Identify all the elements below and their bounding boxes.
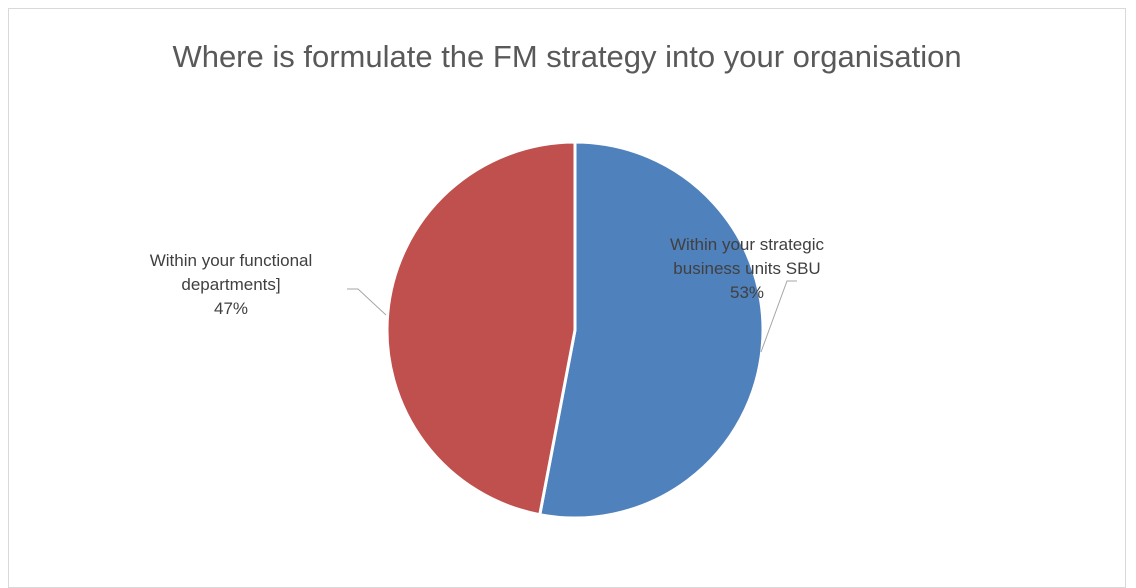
data-label-category-line: business units SBU	[673, 259, 820, 278]
pie-slice-2	[385, 140, 577, 517]
data-label-category-line: Within your functional	[150, 251, 313, 270]
chart-title: Where is formulate the FM strategy into …	[172, 39, 962, 74]
chart-area: Where is formulate the FM strategy into …	[8, 8, 1126, 588]
pie-chart: Within your strategic business units SBU 5…	[150, 140, 824, 520]
data-label-value: 47%	[214, 299, 248, 318]
data-label-2: Within your functional departments] 47%	[150, 251, 313, 318]
leader-line-1	[760, 280, 797, 353]
leader-line-2	[347, 288, 387, 316]
data-label-value: 53%	[730, 283, 764, 302]
data-label-1: Within your strategic business units SBU 5…	[670, 235, 824, 302]
data-label-category-line: Within your strategic	[670, 235, 824, 254]
data-label-category-line: departments]	[181, 275, 280, 294]
